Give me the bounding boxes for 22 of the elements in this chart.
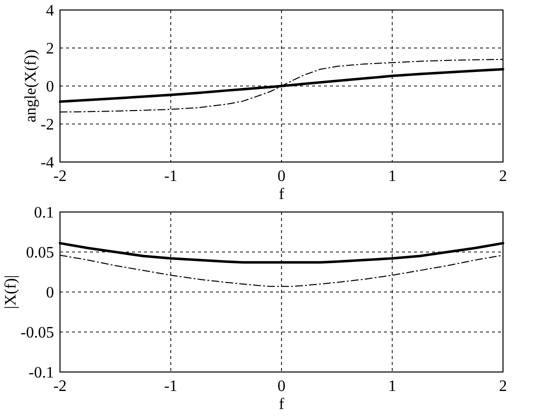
y-axis-title: |X(f)| bbox=[2, 275, 20, 309]
x-tick-label: 2 bbox=[499, 378, 507, 395]
y-tick-label: 4 bbox=[46, 2, 54, 20]
x-axis-title: f bbox=[278, 396, 285, 413]
y-tick-label: 0.1 bbox=[34, 204, 54, 222]
x-tick-label: -1 bbox=[164, 168, 178, 185]
x-tick-label: -1 bbox=[164, 378, 178, 395]
y-tick-label: -0.1 bbox=[28, 364, 54, 382]
y-tick-label: -4 bbox=[40, 154, 54, 172]
y-tick-label: 0 bbox=[46, 78, 54, 96]
x-tick-label: 1 bbox=[388, 378, 396, 395]
y-tick-label: 0 bbox=[46, 284, 54, 302]
y-tick-label: -0.05 bbox=[20, 324, 54, 342]
y-tick-label: 2 bbox=[46, 40, 54, 58]
y-tick-label: 0.05 bbox=[26, 244, 54, 262]
y-tick-label: -2 bbox=[40, 116, 54, 134]
x-axis-title: f bbox=[278, 186, 285, 203]
x-tick-label: 0 bbox=[278, 168, 286, 185]
x-tick-label: 2 bbox=[499, 168, 507, 185]
x-tick-label: 1 bbox=[388, 168, 396, 185]
x-tick-label: 0 bbox=[278, 378, 286, 395]
y-axis-title: angle(X(f)) bbox=[22, 50, 40, 122]
